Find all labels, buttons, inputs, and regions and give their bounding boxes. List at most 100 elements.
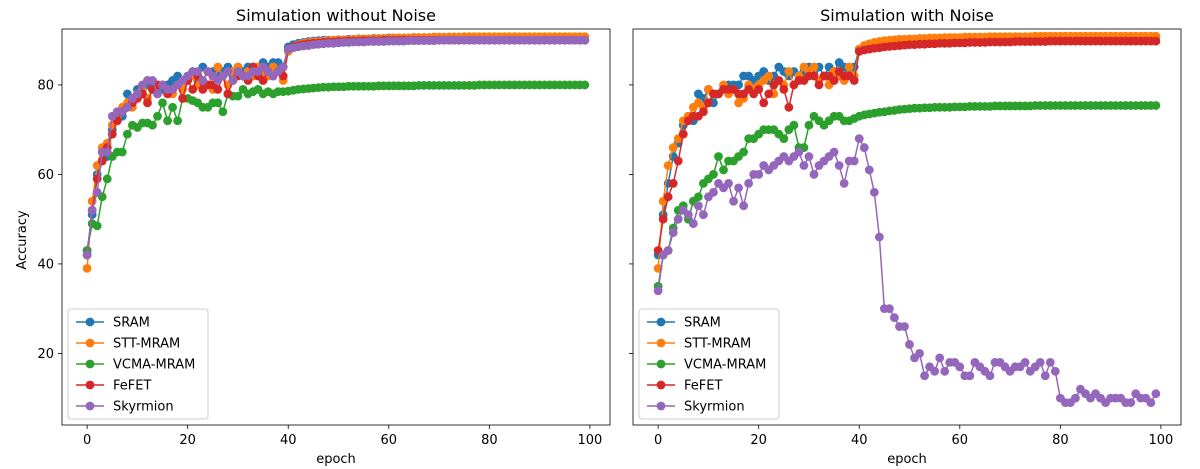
x-tick-label: 60 <box>952 433 969 448</box>
data-point-fefet <box>759 98 769 108</box>
x-axis-label: epoch <box>316 452 356 467</box>
data-point-skyrmion <box>1151 389 1161 399</box>
legend-label-vcma-mram: VCMA-MRAM <box>113 358 195 373</box>
data-point-vcma-mram <box>153 111 162 121</box>
data-point-skyrmion <box>228 76 238 85</box>
data-point-stt-mram <box>663 161 673 170</box>
data-point-skyrmion <box>1020 357 1030 367</box>
data-point-skyrmion <box>839 178 849 188</box>
data-point-skyrmion <box>102 147 112 157</box>
legend-marker-sram <box>85 317 95 327</box>
data-point-skyrmion <box>1126 398 1136 408</box>
legend-label-stt-mram: STT-MRAM <box>113 337 180 352</box>
data-point-fefet <box>668 178 678 188</box>
legend-label-stt-mram: STT-MRAM <box>684 337 751 352</box>
data-point-fefet <box>258 76 268 85</box>
data-point-fefet <box>814 80 824 90</box>
data-point-vcma-mram <box>168 102 178 112</box>
legend-label-fefet: FeFET <box>113 379 151 394</box>
data-point-fefet <box>809 71 819 81</box>
legend-label-skyrmion: Skyrmion <box>113 400 174 415</box>
y-tick-label: 20 <box>37 347 54 362</box>
chart-title: Simulation without Noise <box>236 6 436 25</box>
x-tick-label: 40 <box>280 433 297 448</box>
data-point-skyrmion <box>1071 393 1080 403</box>
x-tick-label: 0 <box>654 433 662 448</box>
data-point-skyrmion <box>1045 357 1055 367</box>
data-point-skyrmion <box>809 170 819 179</box>
data-point-vcma-mram <box>779 134 789 144</box>
data-point-skyrmion <box>864 165 874 175</box>
x-tick-label: 100 <box>577 433 602 448</box>
data-point-skyrmion <box>985 371 995 381</box>
data-point-skyrmion <box>940 366 950 376</box>
data-point-skyrmion <box>278 62 288 72</box>
data-point-fefet <box>764 89 774 99</box>
data-point-vcma-mram <box>719 165 728 175</box>
data-point-skyrmion <box>133 89 142 99</box>
data-point-skyrmion <box>153 89 162 99</box>
legend: SRAM STT-MRAM VCMA-MRAM FeFET Skyrmion <box>67 308 209 420</box>
x-tick-label: 100 <box>1148 433 1173 448</box>
data-point-stt-mram <box>764 71 774 81</box>
data-point-skyrmion <box>653 286 663 296</box>
data-point-skyrmion <box>82 250 92 260</box>
data-point-vcma-mram <box>218 107 228 117</box>
x-tick-label: 80 <box>481 433 498 448</box>
data-point-stt-mram <box>213 62 223 72</box>
data-point-vcma-mram <box>693 192 703 202</box>
data-point-skyrmion <box>709 187 718 197</box>
data-point-vcma-mram <box>1151 101 1161 110</box>
y-tick-label: 40 <box>37 257 54 272</box>
data-point-skyrmion <box>148 76 157 85</box>
data-point-skyrmion <box>955 362 965 372</box>
data-point-stt-mram <box>82 263 92 273</box>
data-point-fefet <box>698 107 708 117</box>
data-point-skyrmion <box>869 187 879 197</box>
chart-title: Simulation with Noise <box>820 6 994 25</box>
data-point-fefet <box>213 85 223 94</box>
data-point-skyrmion <box>874 232 884 242</box>
series-group <box>82 32 590 273</box>
data-point-stt-mram <box>809 62 819 72</box>
data-point-skyrmion <box>673 214 683 224</box>
data-point-skyrmion <box>930 366 940 376</box>
legend-label-fefet: FeFET <box>684 379 722 394</box>
data-point-skyrmion <box>799 161 809 170</box>
data-point-skyrmion <box>915 349 924 358</box>
y-tick-label: 60 <box>37 168 54 183</box>
data-point-fefet <box>754 85 764 94</box>
data-point-skyrmion <box>905 340 914 349</box>
legend-marker-stt-mram <box>85 338 95 348</box>
data-point-skyrmion <box>688 219 698 229</box>
plot-frame <box>61 28 611 426</box>
data-point-skyrmion <box>729 196 738 206</box>
data-point-skyrmion <box>580 35 590 45</box>
data-point-skyrmion <box>794 147 804 157</box>
data-point-fefet <box>704 98 713 108</box>
x-tick-label: 60 <box>381 433 398 448</box>
data-point-fefet <box>97 156 107 166</box>
data-point-skyrmion <box>834 161 844 170</box>
data-point-fefet <box>1151 36 1161 46</box>
data-point-skyrmion <box>935 353 945 363</box>
data-point-vcma-mram <box>173 116 183 126</box>
x-tick-label: 20 <box>750 433 767 448</box>
series-group <box>653 31 1161 408</box>
data-point-skyrmion <box>849 156 859 166</box>
data-point-fefet <box>663 192 673 202</box>
data-point-stt-mram <box>844 62 854 72</box>
data-point-skyrmion <box>890 313 899 323</box>
data-point-vcma-mram <box>580 80 590 90</box>
data-point-skyrmion <box>223 67 233 76</box>
data-point-skyrmion <box>965 371 975 381</box>
data-point-fefet <box>658 214 668 224</box>
legend: SRAM STT-MRAM VCMA-MRAM FeFET Skyrmion <box>638 308 780 420</box>
chart-panel-with-noise: Simulation with Noise 0 20 40 60 80 100 epoch SR… <box>629 6 1182 467</box>
legend-frame <box>638 308 780 420</box>
x-tick-label: 80 <box>1052 433 1069 448</box>
legend-marker-skyrmion <box>85 401 95 411</box>
data-point-fefet <box>223 89 233 99</box>
data-point-fefet <box>829 76 839 85</box>
data-point-fefet <box>178 93 188 103</box>
